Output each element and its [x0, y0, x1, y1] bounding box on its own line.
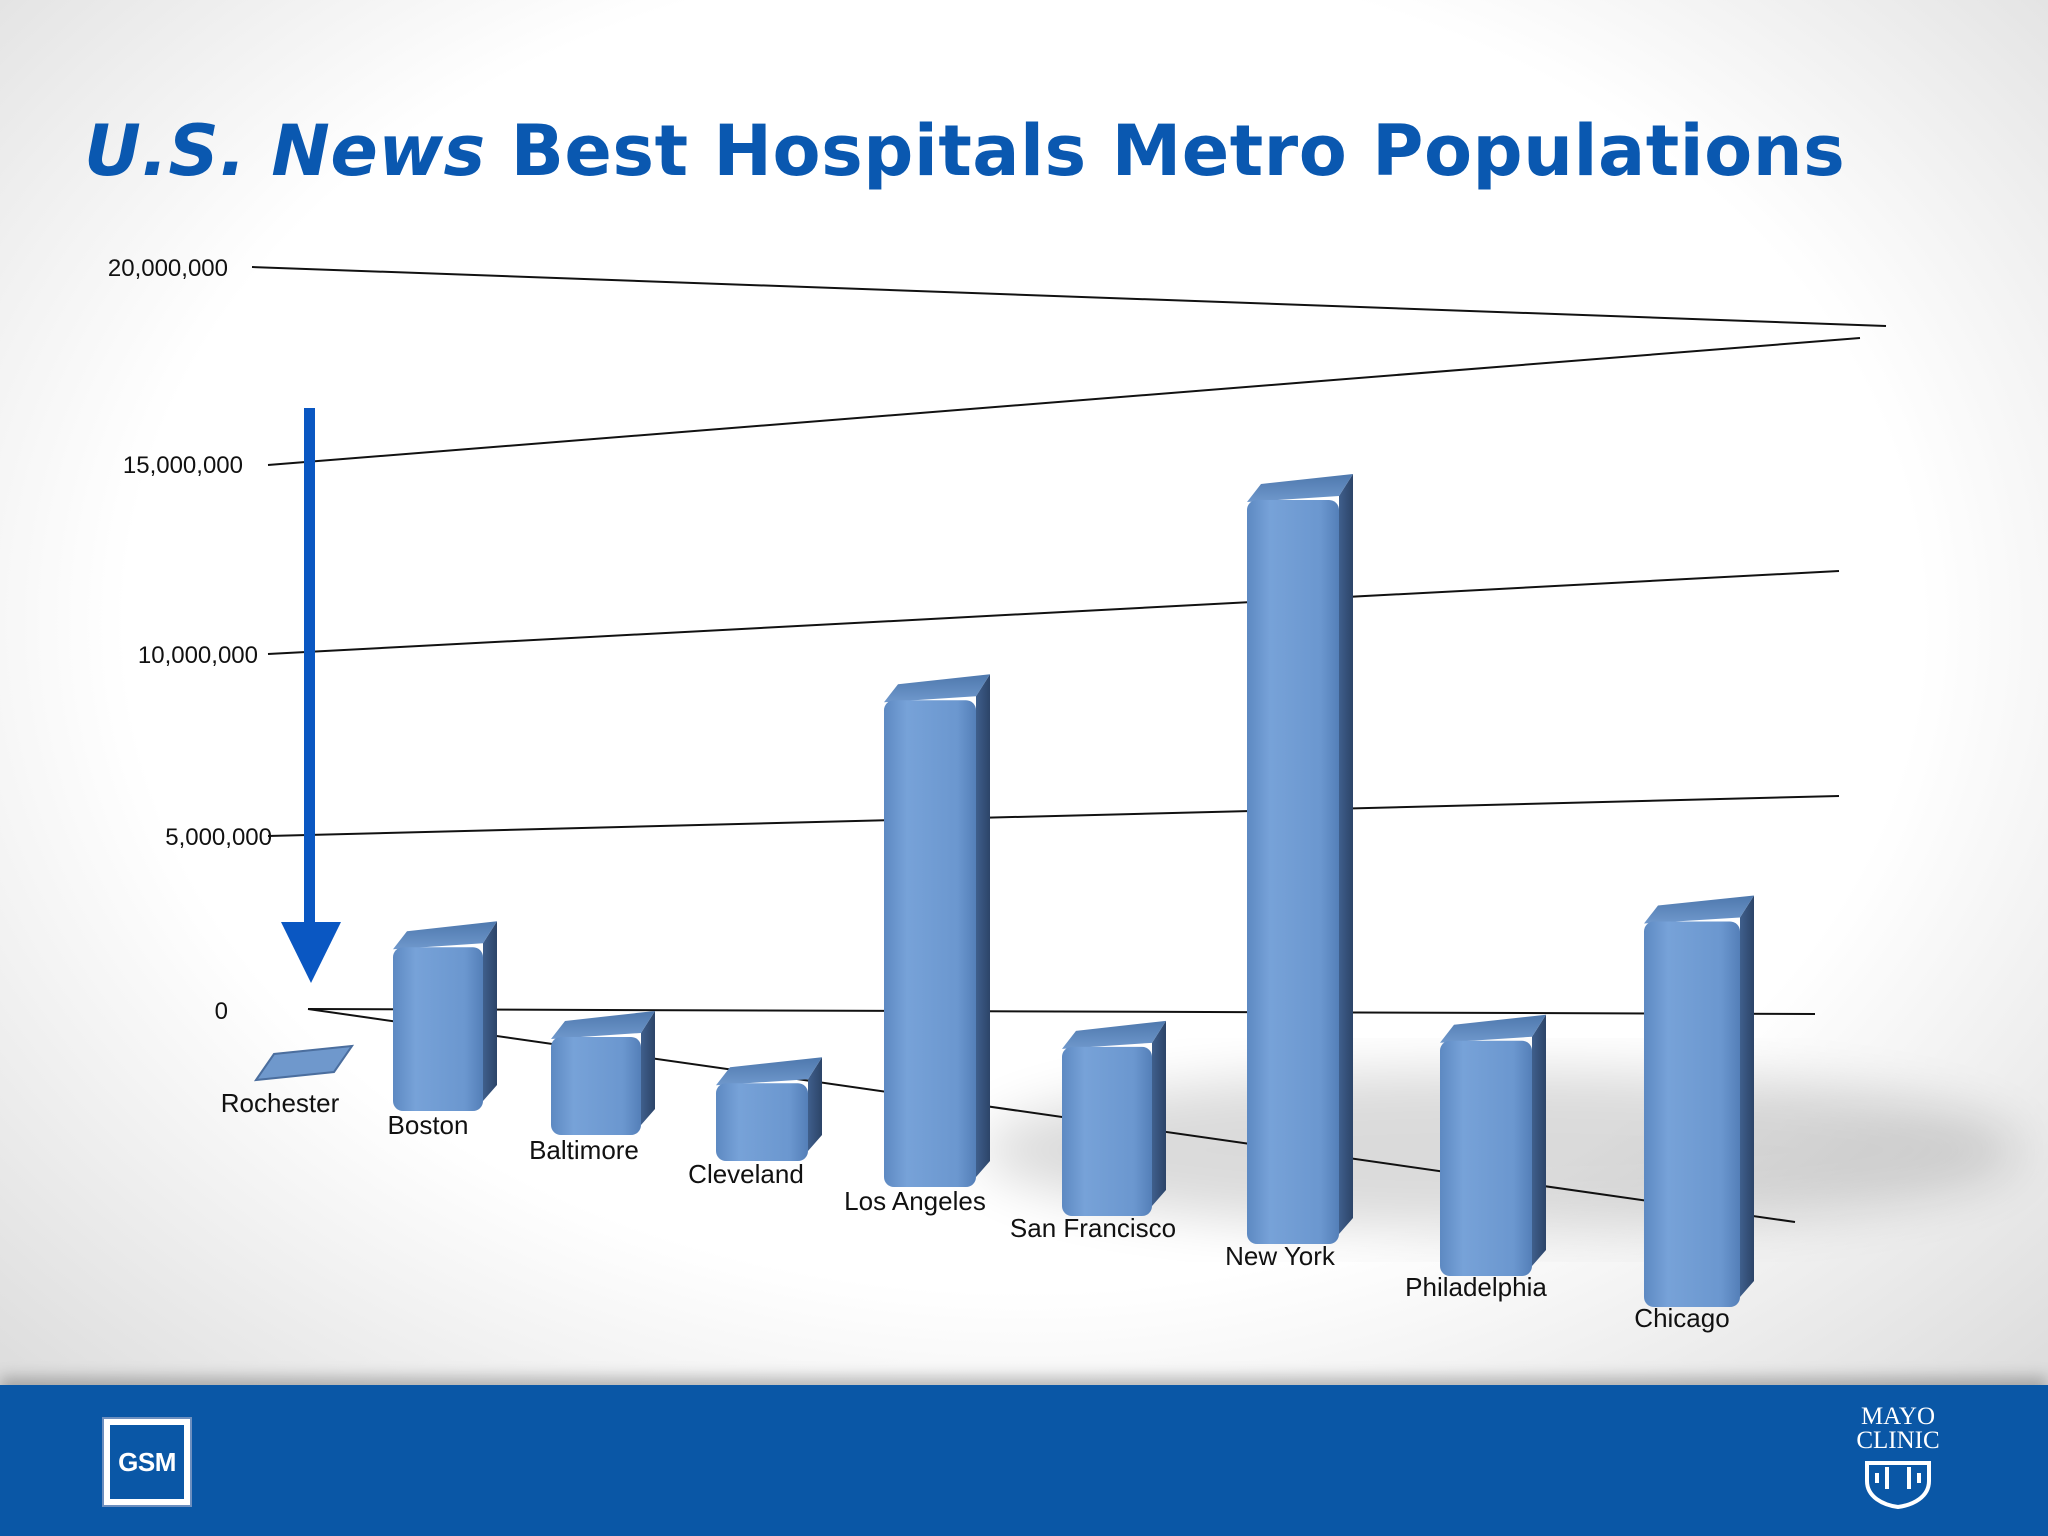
x-tick-label: Rochester [221, 1088, 340, 1118]
x-tick-label: Baltimore [529, 1135, 639, 1165]
bar-san-francisco [1062, 1020, 1166, 1216]
gsm-logo: GSM [102, 1417, 192, 1507]
bar-side [641, 1010, 655, 1125]
x-tick-label: Los Angeles [844, 1186, 986, 1216]
bar-front [551, 1036, 641, 1135]
bar-chart: 0 5,000,000 10,000,000 15,000,000 20,000,000… [108, 255, 2020, 1333]
title-rest: Best Hospitals Metro Populations [510, 110, 1846, 192]
bar-front [1062, 1046, 1152, 1216]
bar-side [808, 1057, 822, 1151]
bar-new-york [1247, 473, 1353, 1245]
bar-front [1644, 921, 1740, 1307]
bar-chicago [1644, 895, 1754, 1307]
y-tick-label: 10,000,000 [138, 642, 258, 669]
arrow-shaft [304, 408, 315, 932]
bar-top [1062, 1020, 1166, 1049]
mayo-logo-line1: MAYO [1860, 1403, 1936, 1430]
bar-top [716, 1057, 822, 1086]
x-tick-label: New York [1225, 1241, 1336, 1271]
x-tick-label: Boston [388, 1110, 469, 1140]
bars [253, 473, 1754, 1307]
y-tick-labels: 0 5,000,000 10,000,000 15,000,000 20,000,000 [108, 255, 272, 1025]
bar-front [1440, 1040, 1532, 1276]
bar-top [1644, 895, 1754, 924]
y-tick-label: 0 [215, 998, 228, 1025]
bar-philadelphia [1440, 1014, 1546, 1276]
bar-rochester [253, 1044, 355, 1082]
bar-baltimore [551, 1010, 655, 1135]
x-tick-label: San Francisco [1010, 1213, 1176, 1243]
y-tick-label: 5,000,000 [165, 824, 272, 851]
bar-los-angeles [884, 674, 990, 1187]
bar-side [1339, 473, 1353, 1235]
x-tick-label: Philadelphia [1405, 1272, 1547, 1302]
y-tick-label: 20,000,000 [108, 255, 228, 282]
bar-front [884, 700, 976, 1187]
x-tick-label: Chicago [1634, 1303, 1729, 1333]
gridline [267, 337, 1861, 466]
mayo-shield-icon [1865, 1461, 1931, 1509]
bar-front [393, 947, 483, 1111]
footer-bar: GSM MAYO CLINIC [0, 1385, 2048, 1536]
bar-top [884, 674, 990, 703]
title-italic: U.S. News [84, 110, 486, 192]
bar-boston [393, 921, 497, 1111]
bar-front [1247, 499, 1339, 1245]
y-tick-label: 15,000,000 [123, 452, 243, 479]
bar-side [1152, 1020, 1166, 1206]
gridline [267, 795, 1840, 837]
arrow-head [281, 922, 341, 983]
gridline [251, 266, 1887, 327]
annotation-arrow [281, 408, 341, 983]
bar-side [1740, 895, 1754, 1297]
bar-side [976, 674, 990, 1177]
x-tick-labels: Rochester Boston Baltimore Cleveland Los Ang… [221, 1088, 1730, 1333]
gridline [307, 1008, 1816, 1015]
bar-cleveland [716, 1057, 822, 1161]
mayo-logo-line2: CLINIC [1856, 1427, 1940, 1454]
bar-top [393, 921, 497, 950]
bar-top [253, 1044, 355, 1082]
mayo-clinic-logo: MAYO CLINIC [1845, 1403, 1951, 1520]
bar-side [1532, 1014, 1546, 1266]
x-tick-label: Cleveland [688, 1159, 804, 1189]
bar-top [1247, 473, 1353, 502]
slide: U.S. News Best Hospitals Metro Populatio… [0, 0, 2048, 1385]
page-title: U.S. News Best Hospitals Metro Populatio… [84, 110, 1845, 192]
bar-top [551, 1010, 655, 1039]
gridline [267, 570, 1840, 655]
bar-side [483, 921, 497, 1101]
bar-top [1440, 1014, 1546, 1043]
bar-front [716, 1083, 808, 1161]
